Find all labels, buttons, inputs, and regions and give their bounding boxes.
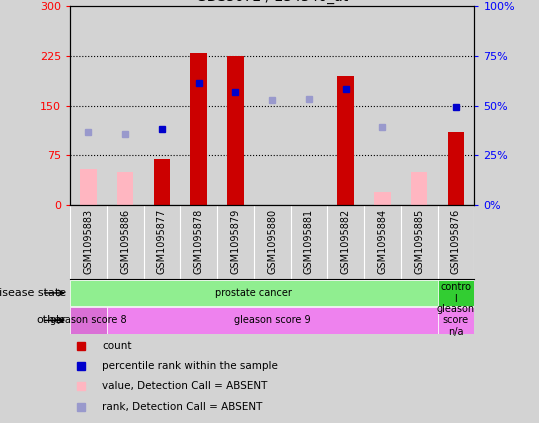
Bar (438, 280, 474, 306)
Title: GDS5072 / 234340_at: GDS5072 / 234340_at (196, 0, 348, 4)
Bar (70, 307, 107, 334)
Text: GSM1095879: GSM1095879 (231, 209, 240, 274)
Bar (70, 6, 107, 205)
Bar (438, 6, 474, 205)
Text: GSM1095881: GSM1095881 (304, 209, 314, 274)
Text: GSM1095878: GSM1095878 (194, 209, 204, 274)
Bar (217, 6, 254, 205)
Text: gleason
score
n/a: gleason score n/a (437, 304, 475, 337)
Bar (107, 307, 438, 334)
Text: percentile rank within the sample: percentile rank within the sample (102, 361, 278, 371)
Bar (291, 6, 327, 205)
Text: value, Detection Call = ABSENT: value, Detection Call = ABSENT (102, 382, 268, 391)
Text: count: count (102, 341, 132, 351)
Text: GSM1095883: GSM1095883 (84, 209, 93, 274)
Bar (327, 6, 364, 205)
Text: prostate cancer: prostate cancer (216, 288, 292, 298)
Bar (190, 53, 207, 205)
Text: GSM1095880: GSM1095880 (267, 209, 277, 274)
Text: rank, Detection Call = ABSENT: rank, Detection Call = ABSENT (102, 401, 263, 412)
Bar (254, 6, 291, 205)
Text: contro
l: contro l (440, 282, 472, 304)
Bar (143, 6, 181, 205)
Text: GSM1095876: GSM1095876 (451, 209, 461, 274)
Bar (401, 6, 438, 205)
Text: disease state: disease state (0, 288, 66, 298)
Text: other: other (36, 316, 66, 325)
Text: GSM1095884: GSM1095884 (377, 209, 388, 274)
Bar (438, 307, 474, 334)
Bar (364, 6, 401, 205)
Bar (117, 172, 134, 205)
Text: gleason score 8: gleason score 8 (50, 316, 127, 325)
Text: GSM1095877: GSM1095877 (157, 209, 167, 274)
Text: GSM1095882: GSM1095882 (341, 209, 351, 274)
Bar (337, 76, 354, 205)
Bar (448, 132, 464, 205)
Bar (107, 6, 143, 205)
Bar (374, 192, 391, 205)
Bar (80, 169, 96, 205)
Text: gleason score 9: gleason score 9 (234, 316, 310, 325)
Bar (227, 56, 244, 205)
Bar (181, 6, 217, 205)
Text: GSM1095885: GSM1095885 (414, 209, 424, 274)
Text: GSM1095886: GSM1095886 (120, 209, 130, 274)
Bar (411, 172, 427, 205)
Bar (154, 159, 170, 205)
